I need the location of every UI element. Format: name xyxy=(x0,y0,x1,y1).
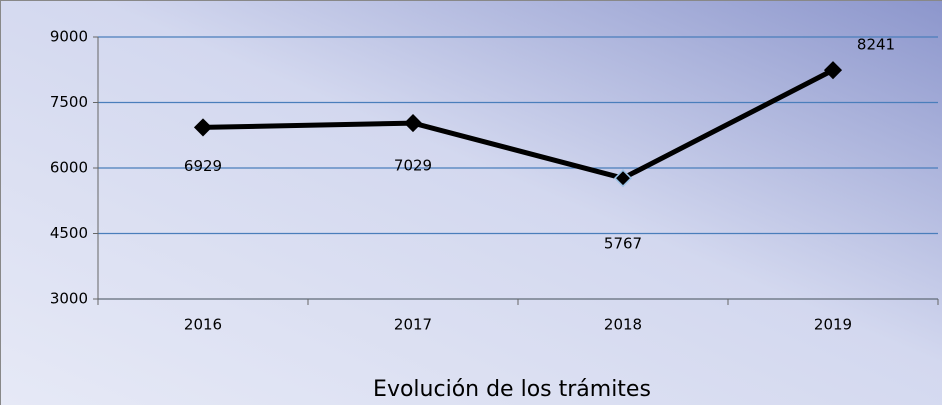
y-tick-label: 4500 xyxy=(50,224,88,242)
x-tick-label: 2017 xyxy=(394,316,432,334)
data-label: 8241 xyxy=(857,36,895,54)
y-tick-label: 3000 xyxy=(50,290,88,308)
line xyxy=(202,67,835,181)
marker xyxy=(193,118,213,137)
y-tick-label: 7500 xyxy=(50,93,88,111)
x-tick-label: 2016 xyxy=(184,316,222,334)
y-tick-label: 6000 xyxy=(50,159,88,177)
y-tick-label: 9000 xyxy=(50,28,88,46)
marker xyxy=(403,114,423,133)
chart-title: Evolución de los trámites xyxy=(373,377,651,402)
marker xyxy=(823,61,843,80)
data-label: 5767 xyxy=(604,235,642,253)
x-tick-label: 2018 xyxy=(604,316,642,334)
x-tick-label: 2019 xyxy=(814,316,852,334)
marker xyxy=(613,169,633,188)
data-label: 6929 xyxy=(184,157,222,175)
data-label: 7029 xyxy=(394,157,432,175)
